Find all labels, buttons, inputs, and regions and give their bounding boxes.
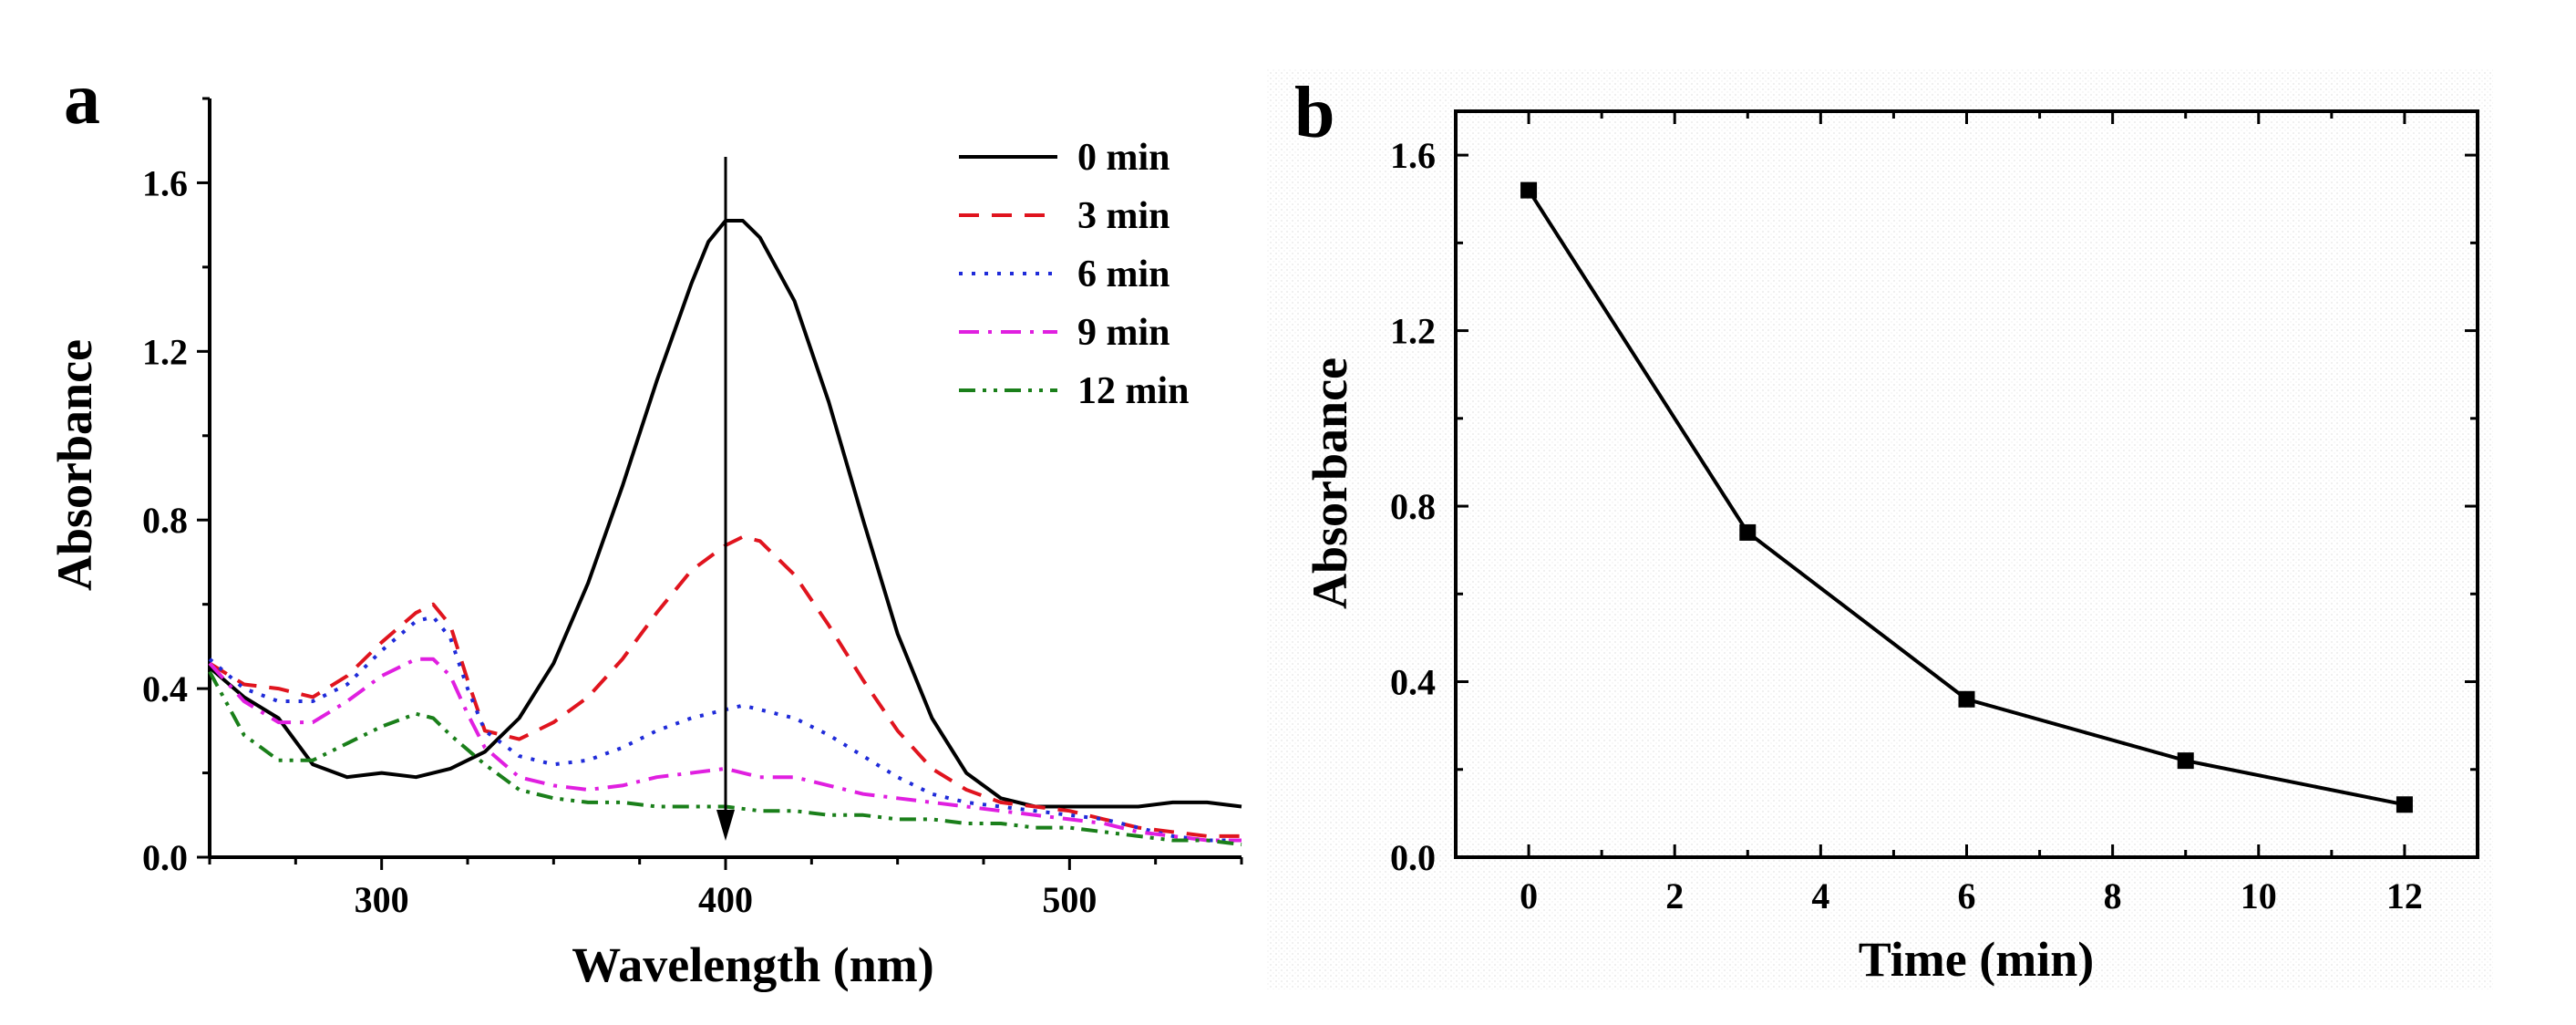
panel-a-y-tick-label: 0.8 [142,500,188,541]
legend-label-1: 3 min [1077,195,1170,237]
panel-b-x-tick-label: 2 [1665,875,1684,916]
panel-b-x-axis-title: Time (min) [1859,932,2094,987]
panel-b: b 0 2 4 6 8 10 12 0.0 0.4 0.8 1.2 1.6 Time (min) Ab… [1294,73,2479,987]
panel-b-data-point [1739,523,1757,541]
panel-b-y-tick-label: 1.2 [1390,311,1436,352]
panel-b-label: b [1294,73,1335,153]
panel-b-x-tick-label: 12 [2386,875,2423,916]
panel-b-x-tick-label: 4 [1811,875,1829,916]
panel-a-x-tick-label: 400 [698,879,753,920]
panel-b-y-tick-label: 0.8 [1390,486,1436,527]
panel-b-y-tick-label: 0.0 [1390,837,1436,878]
legend-label-2: 6 min [1077,254,1170,295]
panel-b-background [1267,68,2493,989]
panel-b-x-tick-label: 0 [1520,875,1538,916]
panel-a-axes: 300 400 500 0.0 0.4 0.8 1.2 1.6 [142,97,1243,920]
panel-b-x-tick-label: 10 [2241,875,2277,916]
panel-a-series-line-1 [208,534,1242,838]
panel-a-arrow-annotation [716,157,735,841]
arrow-head-icon [716,810,735,841]
panel-b-series [1520,181,2413,813]
panel-b-y-axis-title: Absorbance [1303,357,1357,609]
panel-a-x-tick-label: 300 [355,879,409,920]
panel-a-series-line-3 [208,657,1242,843]
panel-a: a 300 400 500 0.0 0.4 0.8 1.2 1.6 0 min 3 min 6 m… [47,59,1243,992]
panel-a-x-tick-label: 500 [1042,879,1097,920]
legend-label-0: 0 min [1077,137,1170,179]
panel-b-data-point [2396,796,2413,813]
panel-a-series-line-4 [208,670,1242,847]
panel-a-y-axis-title: Absorbance [47,339,102,591]
panel-b-x-tick-label: 6 [1958,875,1976,916]
panel-b-y-tick-label: 0.4 [1390,662,1436,703]
panel-a-y-tick-label: 0.4 [142,668,188,709]
panel-a-legend: 0 min 3 min 6 min 9 min 12 min [959,137,1190,412]
panel-a-label: a [64,59,100,140]
panel-a-y-tick-label: 1.2 [142,331,188,372]
legend-label-4: 12 min [1077,370,1190,412]
legend-label-3: 9 min [1077,312,1170,354]
panel-a-y-tick-label: 1.6 [142,162,188,203]
panel-a-y-tick-label: 0.0 [142,837,188,878]
panel-b-y-tick-label: 1.6 [1390,135,1436,176]
panel-b-data-point [1520,181,1538,199]
panel-b-data-point [2177,752,2194,770]
panel-b-axes: 0 2 4 6 8 10 12 0.0 0.4 0.8 1.2 1.6 [1390,109,2479,916]
panel-b-x-tick-label: 8 [2104,875,2122,916]
panel-b-data-point [1958,690,1975,708]
panel-a-x-axis-title: Wavelength (nm) [572,937,934,992]
